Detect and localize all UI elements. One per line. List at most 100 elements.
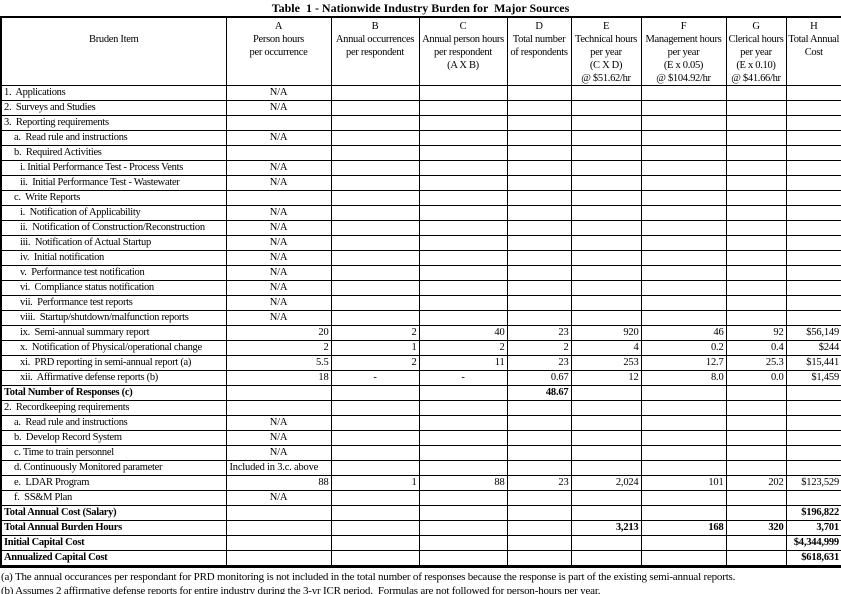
cell-b [330,205,420,221]
cell-b [330,505,420,521]
cell-d [506,190,572,206]
table-row: ii. Notification of Construction/Reconst… [0,220,841,236]
burden-item-label: 3. Reporting requirements [0,115,227,131]
column-header-line: Bruden Item [89,34,139,45]
column-header-line: of respondents [510,47,568,58]
cell-b [330,385,420,401]
column-header-line: (A X B) [447,60,479,71]
table-row: i. Notification of Applicability N/A [0,205,841,221]
burden-item-label: a. Read rule and instructions [0,130,227,146]
cell-d [506,100,572,116]
cell-e: 2,024 [570,475,642,491]
cell-d [506,430,572,446]
cell-g [725,145,787,161]
column-header-a: A Person hours per occurrence [225,16,332,86]
cell-d: 23 [506,355,572,371]
cell-e [570,490,642,506]
table-row: i. Initial Performance Test - Process Ve… [0,160,841,176]
cell-h [785,175,841,191]
cell-h [785,265,841,281]
column-header-line: per respondent [434,47,492,58]
column-letter: H [810,21,818,32]
burden-item-label: f. SS&M Plan [0,490,227,506]
column-header-line: Annual person hours [422,34,504,45]
table-row: d. Continuously Monitored parameter Inclu… [0,460,841,476]
column-header-line: Cost [804,47,823,58]
cell-g [725,295,787,311]
column-header-line: (C X D) [589,60,623,71]
cell-f: 46 [640,325,727,341]
cell-g [725,310,787,326]
cell-a [225,145,332,161]
cell-a [225,505,332,521]
column-header-line: per year [740,47,772,58]
table-title: Table 1 - Nationwide Industry Burden for… [271,1,570,15]
cell-d: 23 [506,475,572,491]
column-letter [3,20,225,33]
cell-c [418,445,508,461]
cell-b [330,310,420,326]
cell-d [506,265,572,281]
cell-f [640,115,727,131]
table-row: x. Notification of Physical/operational … [0,340,841,356]
cell-f [640,190,727,206]
cell-f [640,550,727,567]
cell-d [506,130,572,146]
cell-h [785,160,841,176]
cell-f [640,460,727,476]
cell-a: 20 [225,325,332,341]
cell-d [506,445,572,461]
table-header-row: Bruden Item A Person hours per occurrence B A… [0,16,841,86]
table-row: a. Read rule and instructions N/A [0,130,841,146]
cell-d [506,310,572,326]
burden-item-label: i. Notification of Applicability [0,205,227,221]
burden-item-label: e. LDAR Program [0,475,227,491]
burden-item-label: 2. Surveys and Studies [0,100,227,116]
cell-b [330,235,420,251]
cell-c [418,385,508,401]
cell-h [785,250,841,266]
cell-e: 12 [570,370,642,386]
burden-item-label: 2. Recordkeeping requirements [0,400,227,416]
burden-item-label: c. Time to train personnel [0,445,227,461]
table-row: iv. Initial notification N/A [0,250,841,266]
cell-e [570,115,642,131]
cell-d [506,295,572,311]
cell-c [418,250,508,266]
cell-c [418,220,508,236]
cell-e: 4 [570,340,642,356]
cell-g [725,460,787,476]
cell-b [330,100,420,116]
cell-g [725,115,787,131]
cell-g: 25.3 [725,355,787,371]
cell-f [640,310,727,326]
cell-c [418,100,508,116]
cell-f [640,430,727,446]
cell-g [725,160,787,176]
column-letter: A [274,21,283,32]
cell-a: N/A [225,415,332,431]
cell-h [785,415,841,431]
cell-c [418,430,508,446]
column-header-d: D Total number of respondents [506,16,572,86]
cell-c [418,85,508,101]
cell-c [418,160,508,176]
burden-item-label: c. Write Reports [0,190,227,206]
cell-a: N/A [225,280,332,296]
cell-b [330,85,420,101]
cell-a: 88 [225,475,332,491]
column-header-line: Total Annual [788,34,840,45]
cell-a: N/A [225,265,332,281]
cell-h [785,190,841,206]
cell-a: 5.5 [225,355,332,371]
cell-f: 168 [640,520,727,536]
cell-d [506,520,572,536]
cell-c [418,415,508,431]
cell-c: 2 [418,340,508,356]
burden-item-label: vi. Compliance status notification [0,280,227,296]
cell-a: N/A [225,175,332,191]
cell-d [506,280,572,296]
cell-a [225,550,332,567]
cell-g [725,415,787,431]
cell-c [418,490,508,506]
